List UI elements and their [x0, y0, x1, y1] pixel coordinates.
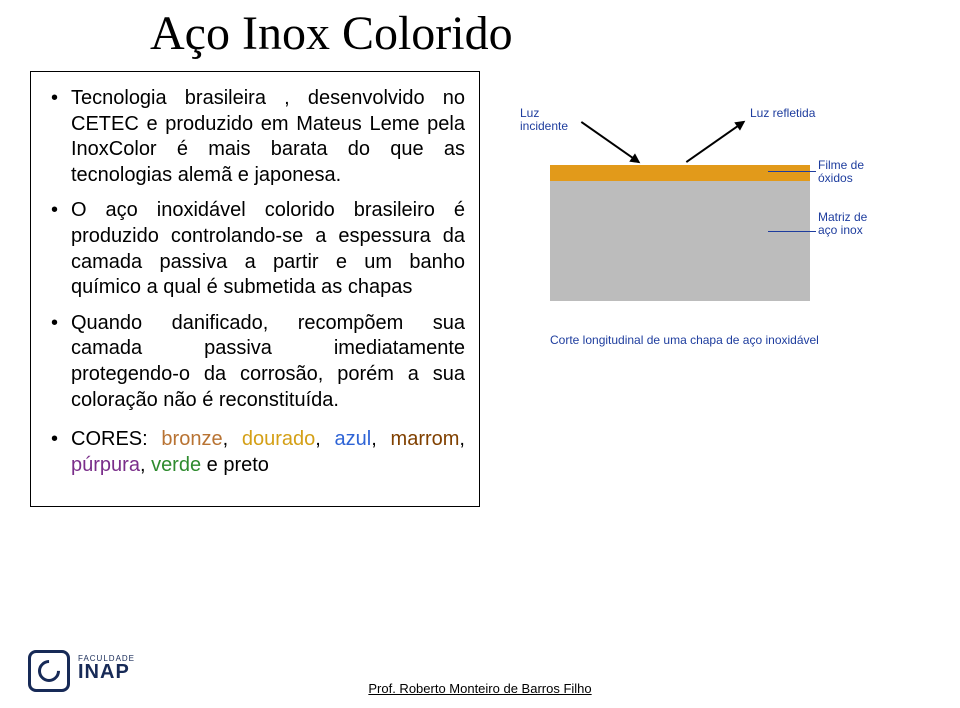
- cores-verde: verde: [151, 454, 201, 476]
- logo-main-text: INAP: [78, 663, 135, 682]
- bullet-item: O aço inoxidável colorido brasileiro é p…: [45, 198, 465, 300]
- cores-bronze: bronze: [161, 428, 222, 450]
- oxide-layer-rect: [550, 165, 810, 181]
- cores-label: CORES:: [71, 428, 148, 450]
- arrow-reflected-icon: [686, 121, 744, 163]
- cores-marrom: marrom: [391, 428, 460, 450]
- cores-purpura: púrpura: [71, 454, 140, 476]
- content-row: Tecnologia brasileira , desenvolvido no …: [0, 71, 960, 507]
- bullet-item: Tecnologia brasileira , desenvolvido no …: [45, 86, 465, 188]
- logo-mark-icon: [28, 650, 70, 692]
- leader-filme: [768, 171, 816, 172]
- cores-azul: azul: [335, 428, 372, 450]
- cores-preto: preto: [223, 454, 269, 476]
- label-matriz-aco: Matriz de aço inox: [818, 211, 888, 237]
- arrow-incident-icon: [581, 121, 639, 163]
- text-box: Tecnologia brasileira , desenvolvido no …: [30, 71, 480, 507]
- footer: FACULDADE INAP Prof. Roberto Monteiro de…: [0, 640, 960, 700]
- leader-matriz: [768, 231, 816, 232]
- inap-logo: FACULDADE INAP: [28, 644, 148, 700]
- label-luz-incidente: Luz incidente: [520, 107, 580, 133]
- footer-credit: Prof. Roberto Monteiro de Barros Filho: [368, 681, 591, 696]
- bullet-cores: CORES: bronze, dourado, azul, marrom, pú…: [45, 427, 465, 478]
- label-filme-oxidos: Filme de óxidos: [818, 159, 878, 185]
- diagram-caption: Corte longitudinal de uma chapa de aço i…: [510, 333, 850, 347]
- slide-title: Aço Inox Colorido: [0, 0, 960, 61]
- logo-text: FACULDADE INAP: [78, 654, 135, 682]
- bullet-item: Quando danificado, recompõem sua camada …: [45, 311, 465, 413]
- cores-dourado: dourado: [242, 428, 315, 450]
- oxide-diagram: Luz incidente Luz refletida Filme de óxi…: [510, 71, 890, 331]
- substrate-rect: [550, 181, 810, 301]
- bullet-list: Tecnologia brasileira , desenvolvido no …: [45, 86, 465, 478]
- label-luz-refletida: Luz refletida: [750, 107, 815, 120]
- diagram-wrap: Luz incidente Luz refletida Filme de óxi…: [510, 71, 910, 507]
